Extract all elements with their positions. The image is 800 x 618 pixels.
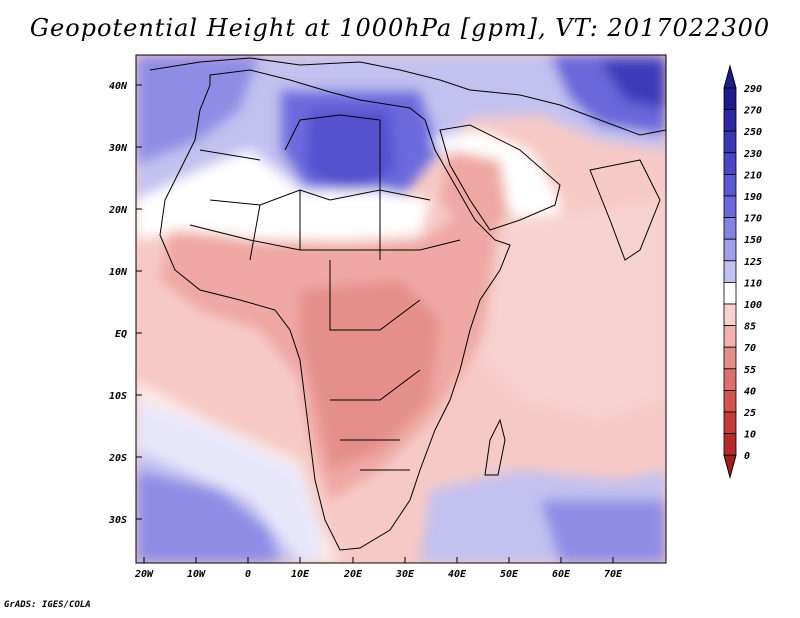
colorbar-label: 270 [743,106,762,117]
lat-label-30s: 30S [108,515,127,526]
colorbar-label: 125 [744,257,762,268]
colorbar-label: 40 [744,386,756,397]
lon-label-60e: 60E [552,569,571,580]
colorbar-label: 85 [744,322,756,333]
lat-axis: 40N 30N 20N 10N EQ 10S 20S 30S [108,81,128,526]
colorbar-segment [723,87,737,111]
lon-label-20w: 20W [134,569,154,580]
lon-label-30e: 30E [395,569,415,580]
colorbar-label: 190 [744,192,762,203]
lat-label-10n: 10N [109,267,128,278]
colorbar-segment [723,346,737,370]
colorbar-label: 230 [743,149,762,160]
colorbar-segment [723,325,737,348]
plot-frame [135,54,667,564]
geopotential-field [136,55,666,563]
colorbar-label: 110 [744,278,762,289]
colorbar-segment [723,238,737,262]
colorbar-label: 150 [744,235,762,246]
credit-label: GrADS: IGES/COLA [4,600,91,610]
lat-label-10s: 10S [109,391,127,402]
colorbar-segment [723,281,737,305]
colorbar-label: 70 [744,343,756,354]
lat-ticks [136,84,142,520]
lat-label-eq: EQ [115,329,127,340]
colorbar-segment [723,152,737,175]
lat-label-40n: 40N [109,81,128,92]
colorbar-segment [723,130,737,154]
lat-label-20s: 20S [108,453,127,464]
colorbar-label: 25 [743,408,756,419]
colorbar-label: 290 [743,84,762,95]
colorbar-label: 10 [744,430,756,441]
lon-label-0: 0 [245,569,251,580]
coastlines [149,57,666,551]
lon-label-50e: 50E [500,569,519,580]
colorbar-bottom-arrow [723,454,737,480]
colorbar-label: 250 [743,127,762,138]
colorbar-segment [723,411,737,435]
colorbar-segment [723,368,737,391]
chart-title: Geopotential Height at 1000hPa [gpm], VT… [29,14,771,42]
lon-ticks [143,557,614,563]
colorbar-segment [723,260,737,283]
colorbar-segment [723,195,737,219]
colorbar: 2902702502302101901701501251101008570554… [723,64,762,480]
colorbar-segment [723,217,737,240]
lon-label-10w: 10W [187,569,206,580]
colorbar-label: 170 [744,214,762,225]
colorbar-segment [723,433,737,456]
lat-label-30n: 30N [108,143,128,154]
colorbar-segment [723,389,737,413]
lon-label-20e: 20E [343,569,363,580]
colorbar-segment [723,303,737,327]
colorbar-segment [723,173,737,197]
lon-label-40e: 40E [448,569,467,580]
colorbar-label: 55 [744,365,756,376]
lon-label-10e: 10E [291,569,310,580]
colorbar-label: 100 [744,300,762,311]
lon-label-70e: 70E [604,569,623,580]
colorbar-top-arrow [723,64,737,89]
colorbar-segment [723,109,737,132]
colorbar-label: 0 [744,451,750,462]
lon-axis: 20W 10W 0 10E 20E 30E 40E 50E 60E 70E [134,569,623,580]
colorbar-label: 210 [743,170,762,181]
lat-label-20n: 20N [108,205,128,216]
